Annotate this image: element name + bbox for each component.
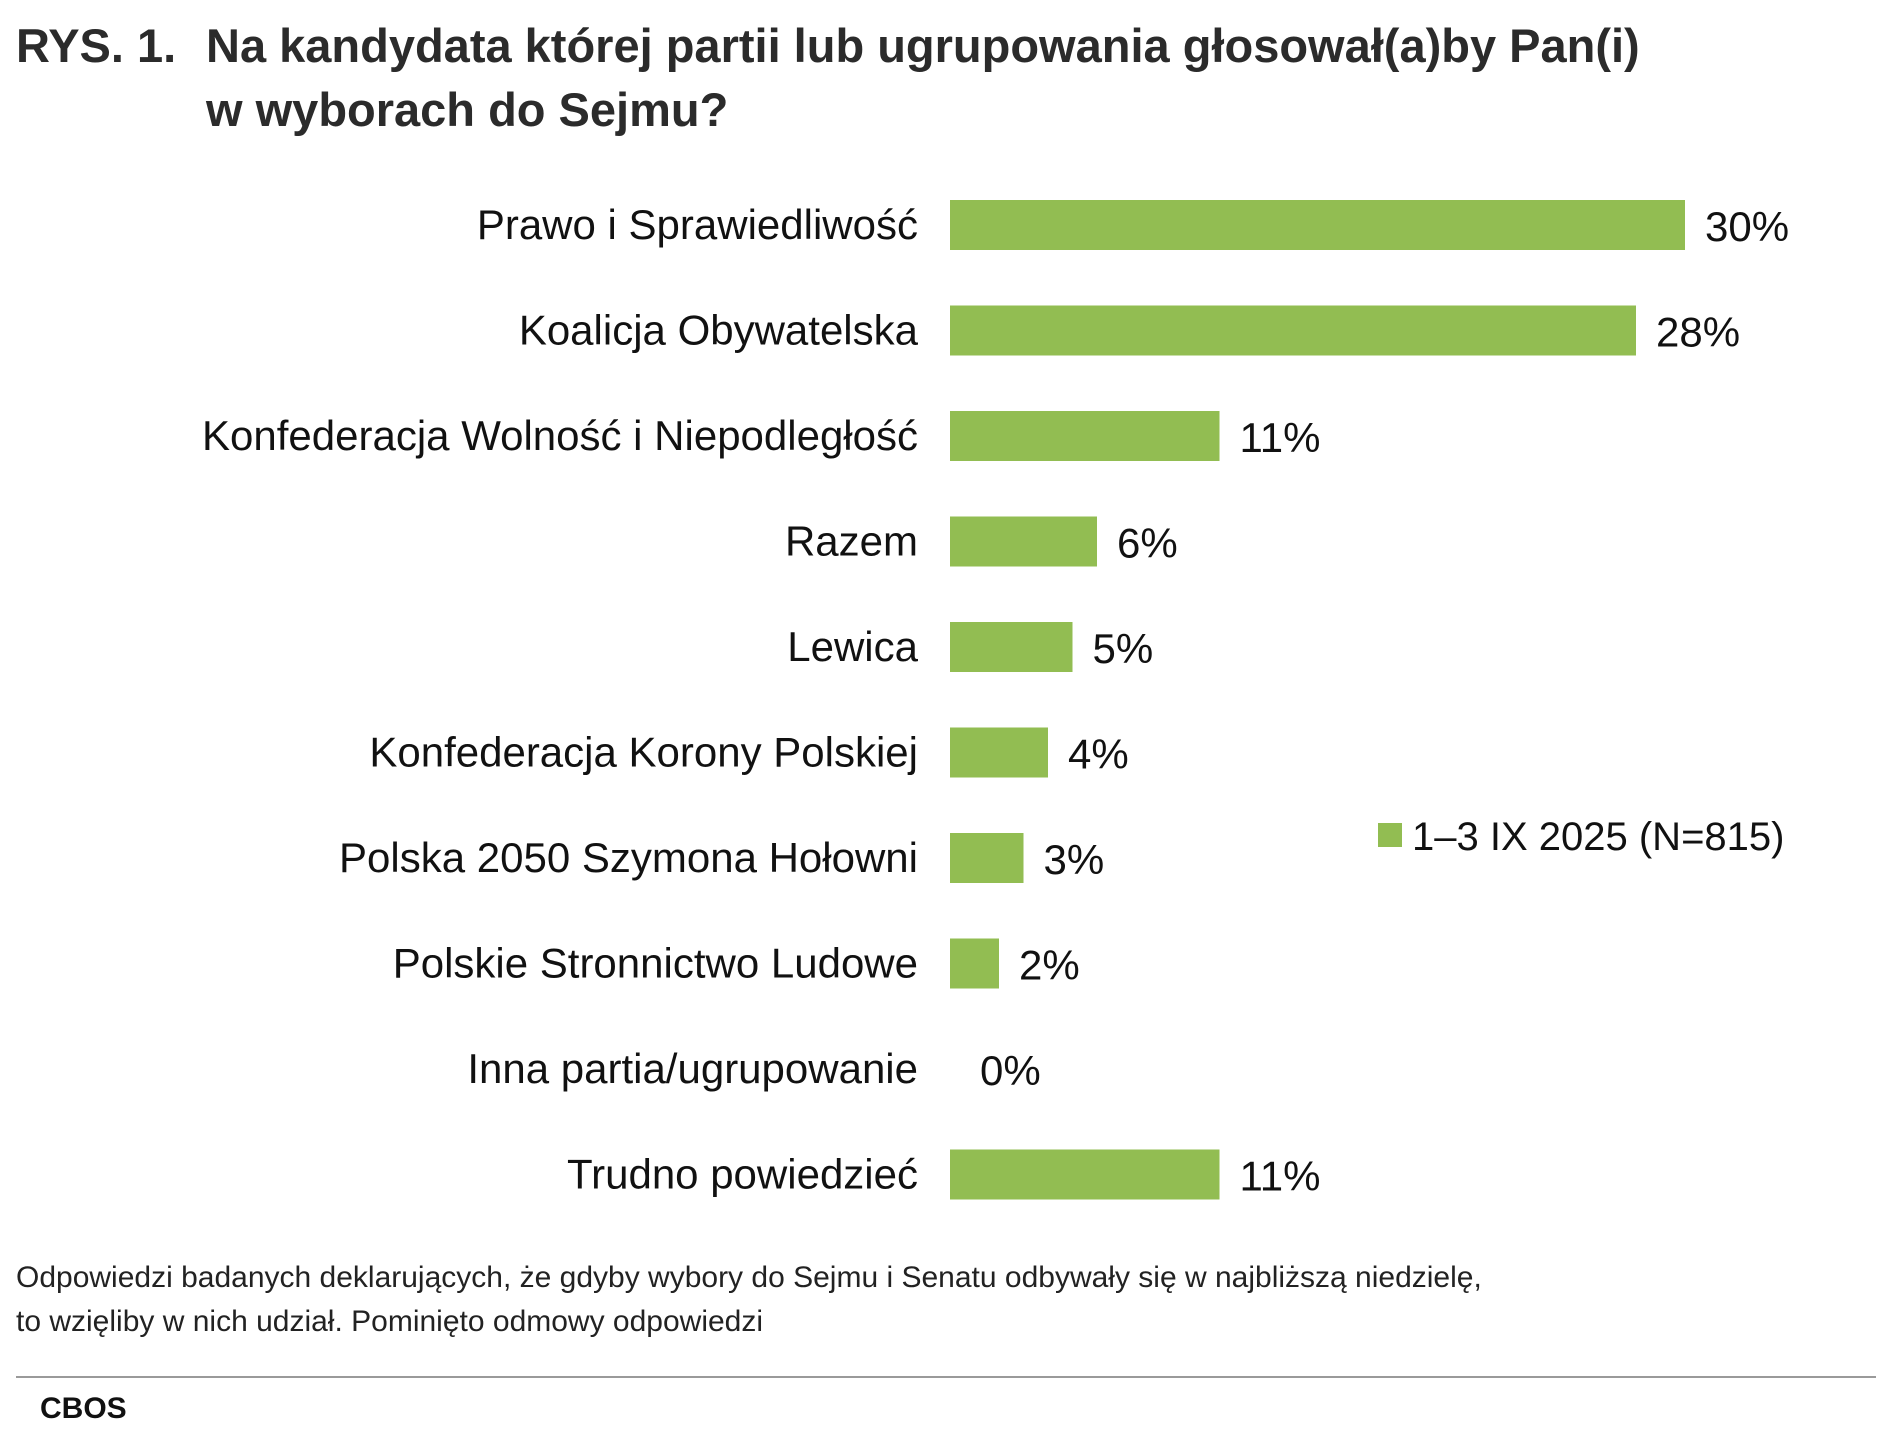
category-label: Koalicja Obywatelska <box>519 307 919 354</box>
figure-number: RYS. 1. <box>16 19 177 72</box>
category-label: Razem <box>785 518 918 565</box>
footnote-line-2: to wzięliby w nich udział. Pominięto odm… <box>16 1305 764 1338</box>
category-label: Polska 2050 Szymona Hołowni <box>339 834 918 881</box>
footnote-line-1: Odpowiedzi badanych deklarujących, że gd… <box>16 1261 1482 1294</box>
data-label: 0% <box>980 1047 1041 1094</box>
data-label: 6% <box>1117 520 1178 567</box>
data-label: 30% <box>1705 203 1789 250</box>
bar <box>950 727 1048 778</box>
bar-chart: Prawo i Sprawiedliwość 30% Koalicja Obywat… <box>202 200 1789 1200</box>
category-label: Prawo i Sprawiedliwość <box>477 201 918 248</box>
category-label: Lewica <box>787 623 918 670</box>
chart-title: RYS. 1. Na kandydata której partii lub ug… <box>16 14 1866 142</box>
data-label: 4% <box>1068 731 1129 778</box>
legend-swatch <box>1378 823 1402 847</box>
data-label: 11% <box>1240 1153 1321 1200</box>
category-label: Trudno powiedzieć <box>567 1151 918 1198</box>
category-label: Konfederacja Korony Polskiej <box>369 729 918 776</box>
footnote: Odpowiedzi badanych deklarujących, że gd… <box>16 1256 1876 1344</box>
category-label: Inna partia/ugrupowanie <box>467 1045 918 1092</box>
title-line-2: w wyborach do Sejmu? <box>206 83 729 136</box>
source-label: CBOS <box>40 1392 127 1425</box>
data-label: 28% <box>1656 309 1740 356</box>
data-label: 11% <box>1240 414 1321 461</box>
bar <box>950 305 1636 356</box>
category-label: Polskie Stronnictwo Ludowe <box>393 940 918 987</box>
data-label: 2% <box>1019 942 1080 989</box>
category-label: Konfederacja Wolność i Niepodległość <box>202 412 918 459</box>
bar <box>950 200 1685 250</box>
divider <box>16 1376 1876 1378</box>
bar <box>950 938 999 989</box>
legend-label: 1–3 IX 2025 (N=815) <box>1412 815 1784 859</box>
bar <box>950 1149 1220 1200</box>
title-line-1: Na kandydata której partii lub ugrupowan… <box>206 19 1640 72</box>
data-label: 5% <box>1093 625 1154 672</box>
bar <box>950 516 1097 567</box>
bar <box>950 411 1220 461</box>
data-label: 3% <box>1044 836 1105 883</box>
bar <box>950 833 1024 883</box>
bar <box>950 622 1073 672</box>
